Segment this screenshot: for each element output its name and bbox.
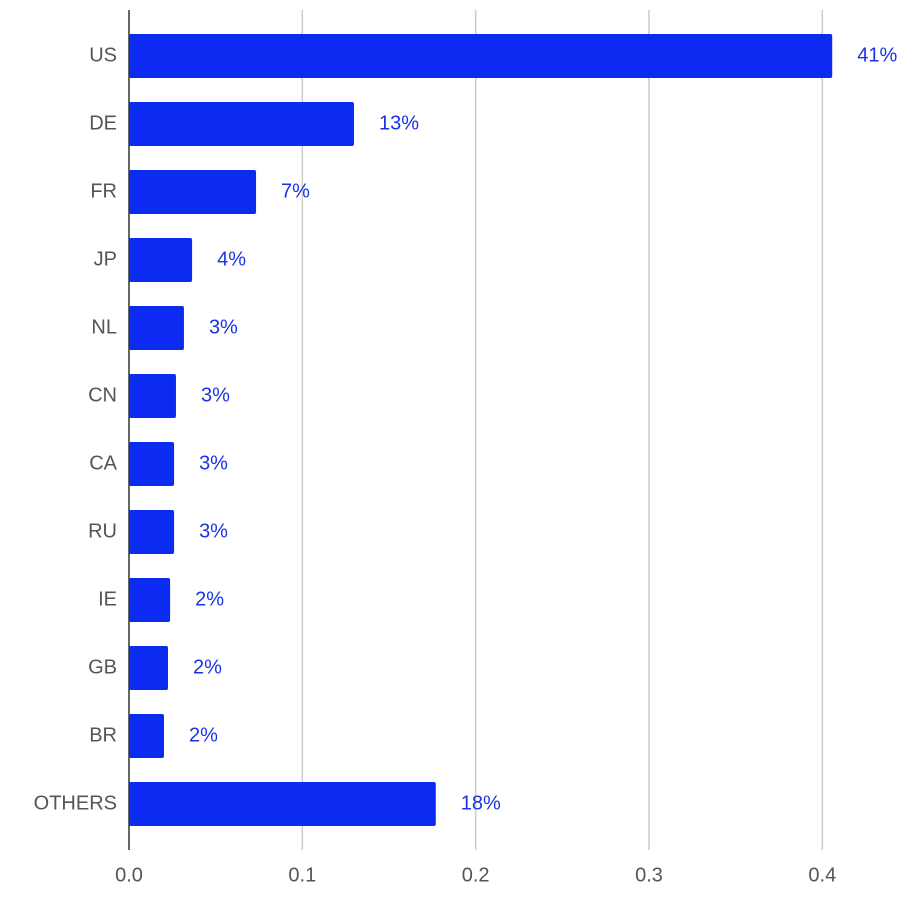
y-tick-label: GB: [88, 656, 117, 678]
x-tick-label: 0.4: [808, 864, 836, 886]
value-label: 4%: [217, 248, 246, 270]
bar: [129, 714, 165, 758]
value-label: 3%: [209, 316, 238, 338]
value-label: 3%: [199, 452, 228, 474]
bar: [129, 170, 257, 214]
value-label: 3%: [199, 520, 228, 542]
y-tick-label: OTHERS: [34, 792, 117, 814]
value-label: 13%: [379, 112, 419, 134]
x-tick-label: 0.0: [115, 864, 143, 886]
bar: [129, 34, 833, 78]
y-tick-label: CA: [89, 452, 117, 474]
x-tick-label: 0.3: [635, 864, 663, 886]
value-label: 2%: [193, 656, 222, 678]
bar: [129, 374, 176, 418]
bar: [129, 578, 171, 622]
y-tick-label: CN: [88, 384, 117, 406]
y-tick-label: IE: [98, 588, 117, 610]
y-tick-label: US: [89, 44, 117, 66]
bar: [129, 510, 175, 554]
y-tick-label: FR: [90, 180, 117, 202]
bar: [129, 646, 168, 690]
bar: [129, 442, 175, 486]
value-label: 3%: [201, 384, 230, 406]
value-label: 7%: [281, 180, 310, 202]
y-tick-label: JP: [94, 248, 117, 270]
y-tick-label: BR: [89, 724, 117, 746]
x-tick-label: 0.2: [462, 864, 490, 886]
value-label: 2%: [195, 588, 224, 610]
x-tick-label: 0.1: [288, 864, 316, 886]
y-tick-label: NL: [91, 316, 117, 338]
bar: [129, 102, 354, 146]
bar: [129, 306, 184, 350]
y-tick-label: DE: [89, 112, 117, 134]
value-label: 41%: [857, 44, 897, 66]
bar: [129, 238, 193, 282]
bar: [129, 782, 436, 826]
value-label: 18%: [461, 792, 501, 814]
value-label: 2%: [189, 724, 218, 746]
y-tick-label: RU: [88, 520, 117, 542]
